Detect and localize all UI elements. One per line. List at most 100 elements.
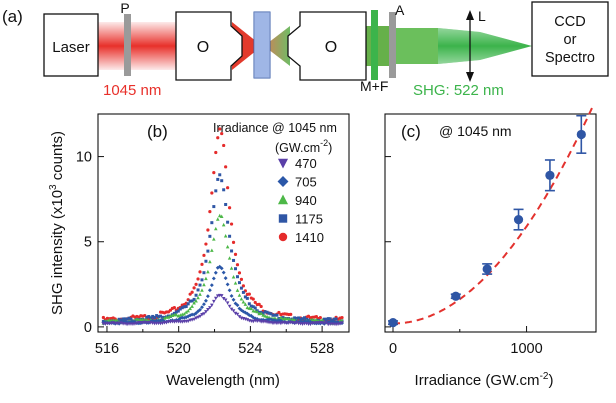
chart-b-point: [144, 318, 149, 322]
chart-b-point: [229, 294, 234, 298]
chart-b-point: [213, 226, 218, 231]
chart-c-marker: [576, 129, 586, 140]
chart-b-point: [212, 205, 216, 209]
chart-b-point: [149, 316, 153, 320]
chart-b-point: [202, 253, 206, 257]
chart-b-point: [178, 307, 182, 311]
chart-b-axes: 516 520 524 528 0 5 10: [76, 150, 334, 357]
chart-b-legend-label: 1410: [295, 230, 324, 245]
chart-b-point: [129, 317, 133, 321]
chart-b-point: [247, 313, 252, 318]
chart-b-point: [219, 294, 224, 298]
chart-b-point: [245, 318, 250, 322]
chart-b-point: [205, 294, 210, 299]
chart-b-point: [220, 179, 224, 183]
chart-b-point: [215, 217, 220, 221]
chart-b-point: [186, 302, 190, 306]
chart-b-point: [283, 316, 287, 320]
chart-b-point: [241, 290, 245, 294]
chart-b-point: [289, 312, 293, 316]
chart-c-panel-label: (c): [401, 122, 421, 141]
chart-b-point: [275, 313, 279, 317]
detector-line1: CCD: [554, 14, 585, 30]
chart-b-point: [226, 220, 230, 224]
chart-b-point: [194, 299, 198, 303]
chart-b-point: [249, 306, 254, 311]
chart-b-point: [320, 318, 325, 322]
chart-b-point: [310, 317, 315, 322]
chart-c-marker: [513, 214, 524, 225]
chart-b-point: [192, 286, 196, 290]
pump-beam-glow: [98, 22, 176, 70]
objective-2-label: O: [325, 39, 337, 56]
chart-b-point: [190, 290, 194, 294]
chart-b-point: [263, 314, 267, 318]
chart-b-point: [190, 318, 194, 322]
chart-b-legend-unit: (GW.cm-2): [275, 138, 332, 155]
chart-c-marker: [388, 318, 398, 328]
chart-b-point: [200, 305, 204, 310]
chart-b-point: [200, 262, 204, 266]
chart-b-point: [267, 311, 271, 315]
chart-b-point: [213, 296, 218, 301]
chart-b-point: [237, 271, 242, 275]
chart-b-point: [233, 252, 238, 256]
chart-b-point: [340, 321, 344, 325]
chart-b-point: [214, 189, 218, 193]
chart-b-point: [218, 173, 222, 177]
chart-b-xtick-label: 520: [167, 341, 191, 357]
chart-b-point: [145, 315, 149, 319]
chart-b-title: Irradiance @ 1045 nm: [213, 121, 337, 135]
chart-b-xtick-label: 524: [238, 341, 262, 357]
chart-b-point: [251, 319, 256, 324]
chart-b-point: [125, 317, 129, 321]
chart-b-point: [127, 316, 131, 320]
chart-b-point: [182, 305, 186, 309]
chart-b-point: [253, 306, 257, 310]
chart-b-point: [227, 256, 232, 260]
chart-b-point: [194, 316, 198, 320]
chart-b-point: [166, 315, 171, 319]
chart-b-xtick-label: 516: [95, 341, 119, 357]
chart-b-point: [263, 310, 267, 314]
chart-b-point: [192, 301, 196, 305]
chart-b-point: [180, 306, 184, 310]
chart-b-point: [196, 277, 200, 281]
chart-c: (c) @ 1045 nm 0 1000 Irradiance (GW.cm-2): [384, 104, 597, 389]
chart-b-point: [224, 165, 228, 169]
chart-b-point: [239, 297, 244, 301]
chart-b-point: [210, 248, 214, 252]
chart-b-legend: 470 705 940 1175 1410: [277, 156, 324, 245]
chart-b-point: [159, 314, 163, 318]
mirror-filter: [371, 10, 378, 80]
chart-b-point: [334, 317, 338, 321]
chart-b-point: [172, 306, 176, 310]
chart-b-point: [233, 311, 238, 316]
chart-c-title: @ 1045 nm: [439, 123, 512, 139]
chart-b-point: [204, 242, 208, 246]
chart-b-point: [174, 310, 178, 314]
chart-b-ytick-label: 10: [76, 150, 92, 166]
chart-b-point: [259, 304, 263, 309]
chart-c-point: [388, 318, 399, 328]
chart-c-marker: [545, 170, 555, 180]
chart-b-point: [231, 275, 236, 279]
chart-b-xtick-label: 528: [310, 341, 334, 357]
chart-b-legend-label: 1175: [295, 212, 323, 227]
chart-b-point: [123, 317, 127, 321]
chart-b-ylabel: SHG intensity (x103 counts): [48, 131, 66, 315]
chart-b-point: [208, 306, 212, 310]
chart-b-point: [273, 313, 277, 317]
chart-c-point: [450, 291, 461, 301]
chart-b-point: [273, 316, 277, 320]
chart-b-point: [265, 310, 269, 314]
chart-b-legend-label: 940: [295, 193, 317, 208]
chart-b-point: [217, 213, 222, 218]
chart-b-point: [221, 222, 226, 227]
chart-b-ytick-label: 5: [84, 235, 92, 251]
chart-b-point: [133, 322, 137, 326]
chart-b-point: [210, 303, 214, 308]
chart-b-point: [229, 307, 234, 312]
chart-b-series: [101, 293, 344, 327]
chart-b-point: [206, 308, 210, 312]
